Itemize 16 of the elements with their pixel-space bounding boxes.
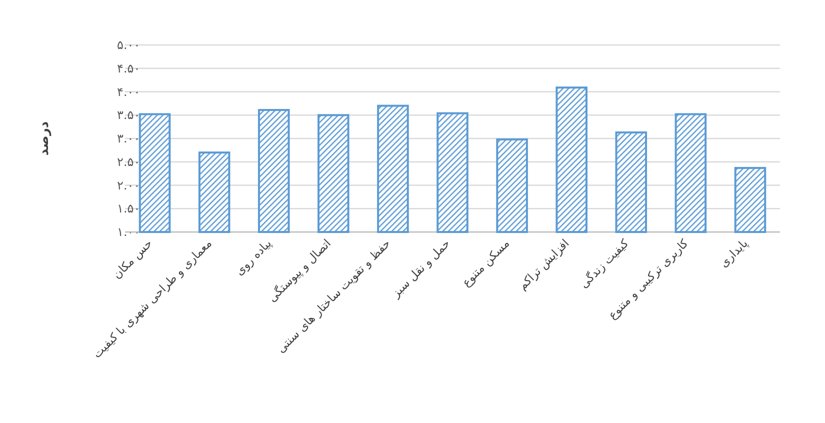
x-tick-label: مسکن متنوع (459, 236, 512, 290)
x-tick-label: کیفیت زندگی (576, 236, 632, 291)
y-tick-label: ۳.۵۰ (117, 108, 140, 122)
y-tick-label: ۴.۵۰ (117, 61, 140, 76)
x-tick-label: حس مکان (110, 236, 155, 282)
x-tick-label: پایداری (716, 236, 750, 270)
y-tick-label: ۱.۵۰ (117, 202, 140, 216)
y-tick-label: ۲.۰۰ (117, 178, 140, 192)
x-tick-label: پیاده روی (232, 236, 274, 278)
y-axis-title: درصد (37, 121, 52, 156)
x-tick-label: افزایش تراکم (515, 236, 572, 293)
y-tick-label: ۲.۵۰ (117, 154, 140, 169)
y-tick-label: ۳.۰۰ (117, 132, 140, 146)
y-tick-label: ۵.۰۰ (117, 38, 140, 52)
x-tick-label: حمل و نقل سبز (388, 236, 453, 301)
y-tick-label: ۴.۰۰ (117, 84, 140, 99)
